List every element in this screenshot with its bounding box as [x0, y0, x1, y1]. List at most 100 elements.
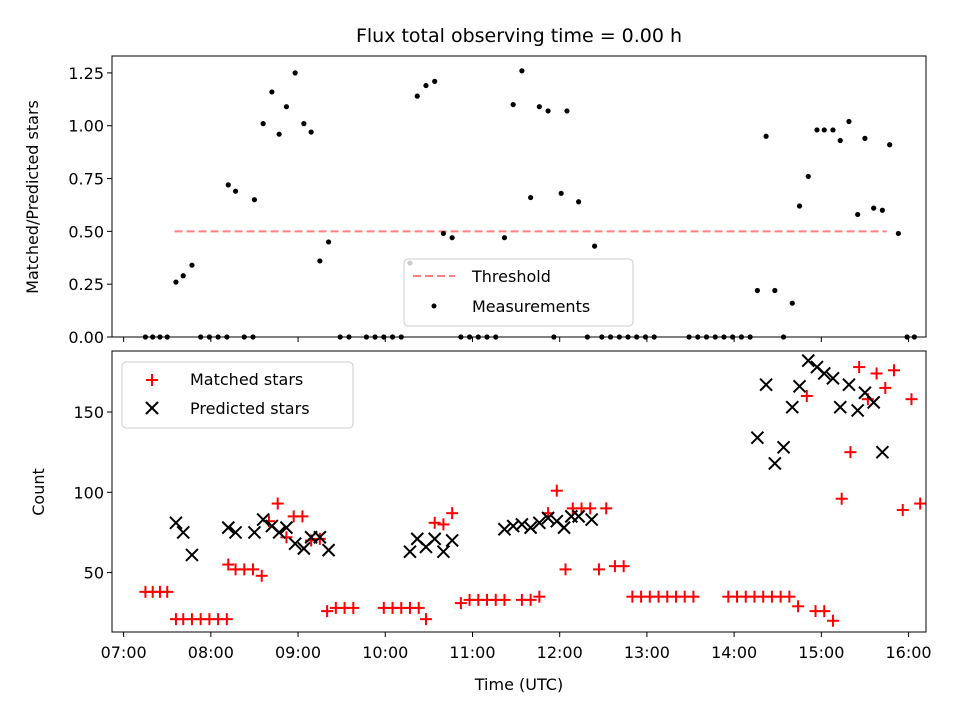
predicted-point [768, 456, 782, 471]
x-tick-label: 07:00 [101, 643, 147, 662]
matched-point [896, 503, 909, 516]
ratio-y-axis-label: Matched/Predicted stars [23, 100, 42, 294]
matched-point [617, 560, 630, 573]
measurement-point [591, 243, 598, 249]
matched-point [559, 563, 572, 576]
measurement-point [871, 205, 877, 211]
measurements-legend-label: Measurements [472, 297, 590, 316]
x-tick-label: 08:00 [188, 643, 234, 662]
count-axes-frame [111, 350, 927, 633]
matched-point [826, 614, 839, 627]
x-tick-label: 09:00 [275, 643, 321, 662]
measurement-point [772, 287, 778, 294]
matched-point [313, 532, 326, 545]
predicted-point [557, 520, 571, 535]
measurement-point [414, 93, 420, 99]
measurement-point [814, 127, 820, 133]
matched-point [271, 497, 284, 510]
matched-legend-label: Matched stars [190, 370, 303, 389]
predicted-point [532, 516, 547, 530]
matched-point [888, 364, 901, 377]
measurement-point [225, 182, 231, 188]
x-tick-label: 10:00 [362, 643, 408, 662]
ratio-y-tick-label: 1.25 [68, 64, 104, 83]
matched-point [347, 601, 360, 614]
matched-point [783, 590, 796, 603]
measurement-point [830, 127, 836, 133]
predicted-point [279, 520, 294, 535]
x-tick-label: 13:00 [624, 643, 670, 662]
matched-point [246, 563, 259, 576]
predicted-point [403, 545, 417, 559]
measurements-series [142, 68, 917, 340]
measurement-point [276, 131, 282, 137]
matched-point [818, 605, 831, 618]
matched-point [498, 593, 511, 606]
predicted-point [176, 525, 190, 540]
count-x-ticks: 07:00 08:00 09:00 10:00 11:00 12:00 13:00 14:00… [101, 632, 932, 662]
predicted-point [850, 403, 865, 418]
predicted-point [247, 525, 262, 540]
measurements-legend-swatch [431, 303, 437, 309]
matched-point [524, 593, 537, 606]
measurement-point [325, 239, 332, 245]
measurement-point [763, 133, 769, 139]
predicted-point [833, 400, 847, 414]
measurement-point [855, 211, 861, 218]
ratio-y-tick-label: 0.25 [68, 275, 104, 294]
measurement-point [423, 82, 429, 89]
measurement-point [821, 127, 827, 133]
count-y-tick-label: 100 [73, 483, 104, 502]
matched-point [550, 484, 563, 497]
threshold-legend-label: Threshold [471, 267, 551, 286]
matched-point [446, 507, 459, 520]
predicted-point [801, 353, 815, 368]
predicted-point [541, 511, 555, 525]
predicted-point [759, 378, 773, 392]
measurement-point [189, 262, 195, 268]
count-y-axis-label: Count [29, 468, 48, 516]
measurement-point [805, 173, 811, 180]
ratio-legend-box [403, 258, 634, 327]
ratio-y-tick-label: 0.00 [68, 328, 104, 347]
count-y-tick-label: 50 [84, 564, 104, 583]
measurement-point [575, 199, 582, 205]
matched-point [220, 613, 233, 626]
ratio-y-tick-label: 0.75 [68, 170, 104, 189]
predicted-point [288, 536, 302, 551]
measurement-point [283, 104, 290, 110]
predicted-point [785, 400, 799, 414]
matched-point [419, 613, 432, 626]
matched-point [870, 367, 883, 380]
measurement-point [789, 300, 795, 306]
x-tick-label: 11:00 [449, 643, 495, 662]
measurement-point [269, 89, 275, 95]
predicted-point [272, 525, 286, 540]
matched-point [844, 446, 857, 459]
predicted-point [523, 520, 538, 535]
matched-legend-swatch [146, 374, 158, 386]
matched-point [600, 502, 613, 515]
ratio-legend: Threshold Measurements [403, 258, 634, 327]
ratio-axes-frame [111, 55, 927, 338]
predicted-point [792, 379, 807, 394]
predicted-point [427, 532, 442, 546]
x-tick-label: 12:00 [537, 643, 583, 662]
measurement-point [519, 68, 525, 74]
count-y-ticks: 50 100 150 [73, 403, 112, 583]
measurement-point [260, 121, 266, 127]
predicted-point [866, 395, 881, 410]
matched-point [914, 497, 927, 510]
measurement-point [308, 129, 314, 135]
measurement-point [301, 121, 307, 127]
predicted-point [515, 517, 529, 532]
measurement-point [173, 279, 179, 285]
predicted-point [221, 520, 235, 535]
measurement-point [449, 235, 455, 241]
predicted-point [497, 522, 512, 536]
matched-point [412, 601, 425, 614]
matched-point [879, 381, 892, 394]
measurement-point [292, 70, 298, 76]
matched-point [792, 600, 805, 613]
measurement-point [837, 137, 843, 144]
